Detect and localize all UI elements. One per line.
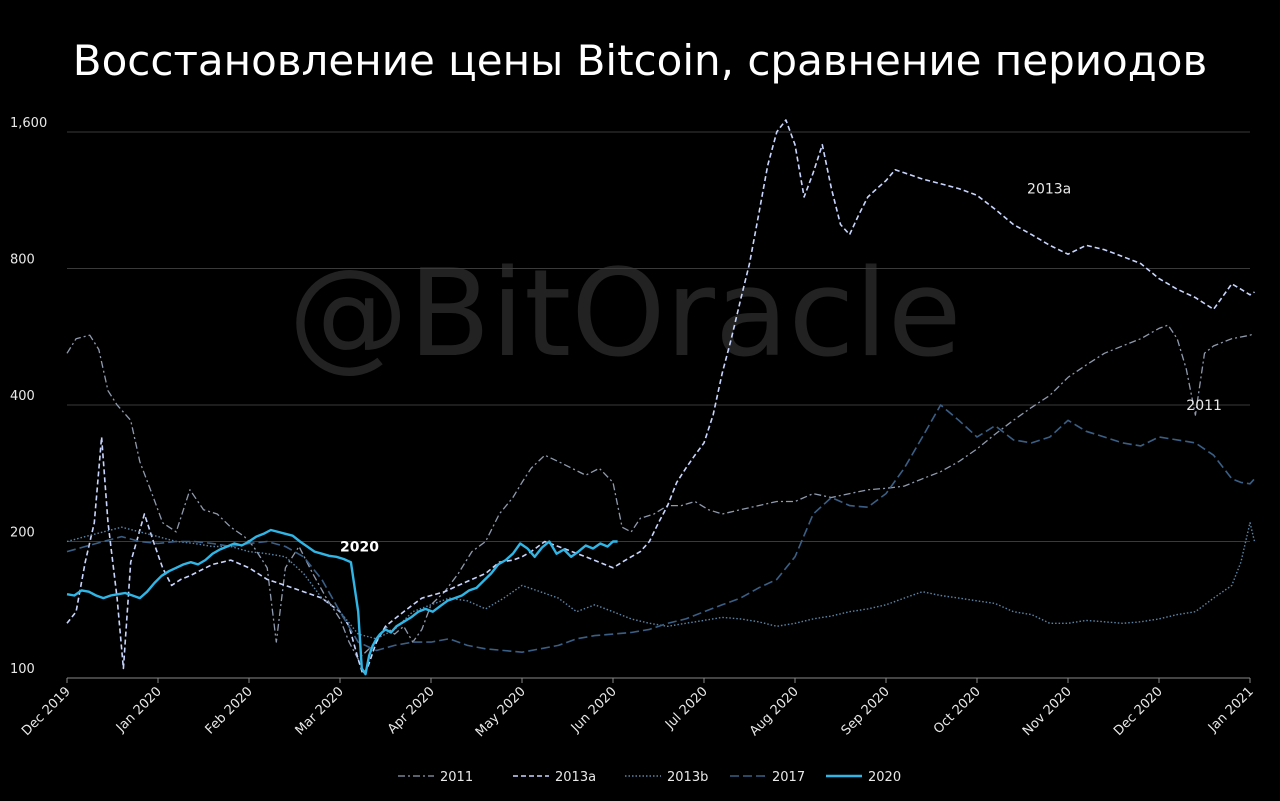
annotation-2011: 2011: [1186, 398, 1222, 414]
x-tick-label: Dec 2020: [1111, 684, 1166, 739]
x-tick-label: May 2020: [473, 684, 529, 740]
y-tick-label: 1,600: [10, 116, 47, 131]
x-tick-label: Apr 2020: [385, 684, 438, 737]
annotation-2020: 2020: [340, 540, 379, 556]
series-line-2017: [66, 404, 1256, 653]
y-tick-label: 100: [10, 662, 35, 677]
chart-title: Восстановление цены Bitcoin, сравнение п…: [73, 36, 1208, 85]
x-tick-label: Jan 2021: [1205, 684, 1257, 736]
y-tick-label: 200: [10, 525, 35, 540]
legend-label-2017: 2017: [772, 770, 805, 785]
x-tick-label: Nov 2020: [1020, 684, 1075, 739]
legend-label-2013a: 2013a: [555, 770, 596, 785]
y-tick-label: 800: [10, 252, 35, 267]
watermark-text: @BitOracle: [288, 245, 961, 384]
x-tick-label: Mar 2020: [293, 684, 347, 738]
y-tick-label: 400: [10, 389, 35, 404]
x-tick-label: Jan 2020: [113, 684, 165, 736]
annotation-layer: 2020 2013a 2011: [340, 182, 1222, 556]
x-tick-label: Jun 2020: [568, 684, 620, 736]
series-line-2013a: [66, 119, 1255, 675]
series-line-2013b: [66, 522, 1256, 640]
grid-layer: [67, 131, 1250, 679]
series-layer: [66, 119, 1256, 676]
series-line-2020: [66, 528, 618, 676]
series-line-2011: [66, 324, 1255, 660]
legend: 2011 2013a 2013b 2017 2020: [398, 770, 901, 785]
annotation-2013a: 2013a: [1027, 182, 1071, 198]
legend-label-2011: 2011: [440, 770, 473, 785]
x-tick-label: Feb 2020: [203, 684, 256, 737]
legend-label-2013b: 2013b: [667, 770, 708, 785]
legend-label-2020: 2020: [868, 770, 901, 785]
x-tick-label: Oct 2020: [931, 684, 984, 737]
x-tick-label: Dec 2019: [19, 684, 74, 739]
y-axis: 100 200 400 800 1,600: [10, 116, 47, 677]
x-tick-label: Sep 2020: [839, 684, 893, 738]
x-tick-label: Jul 2020: [662, 684, 711, 733]
x-tick-label: Aug 2020: [747, 684, 802, 739]
x-axis: Dec 2019 Jan 2020 Feb 2020 Mar 2020 Apr 2020…: [19, 677, 1257, 740]
